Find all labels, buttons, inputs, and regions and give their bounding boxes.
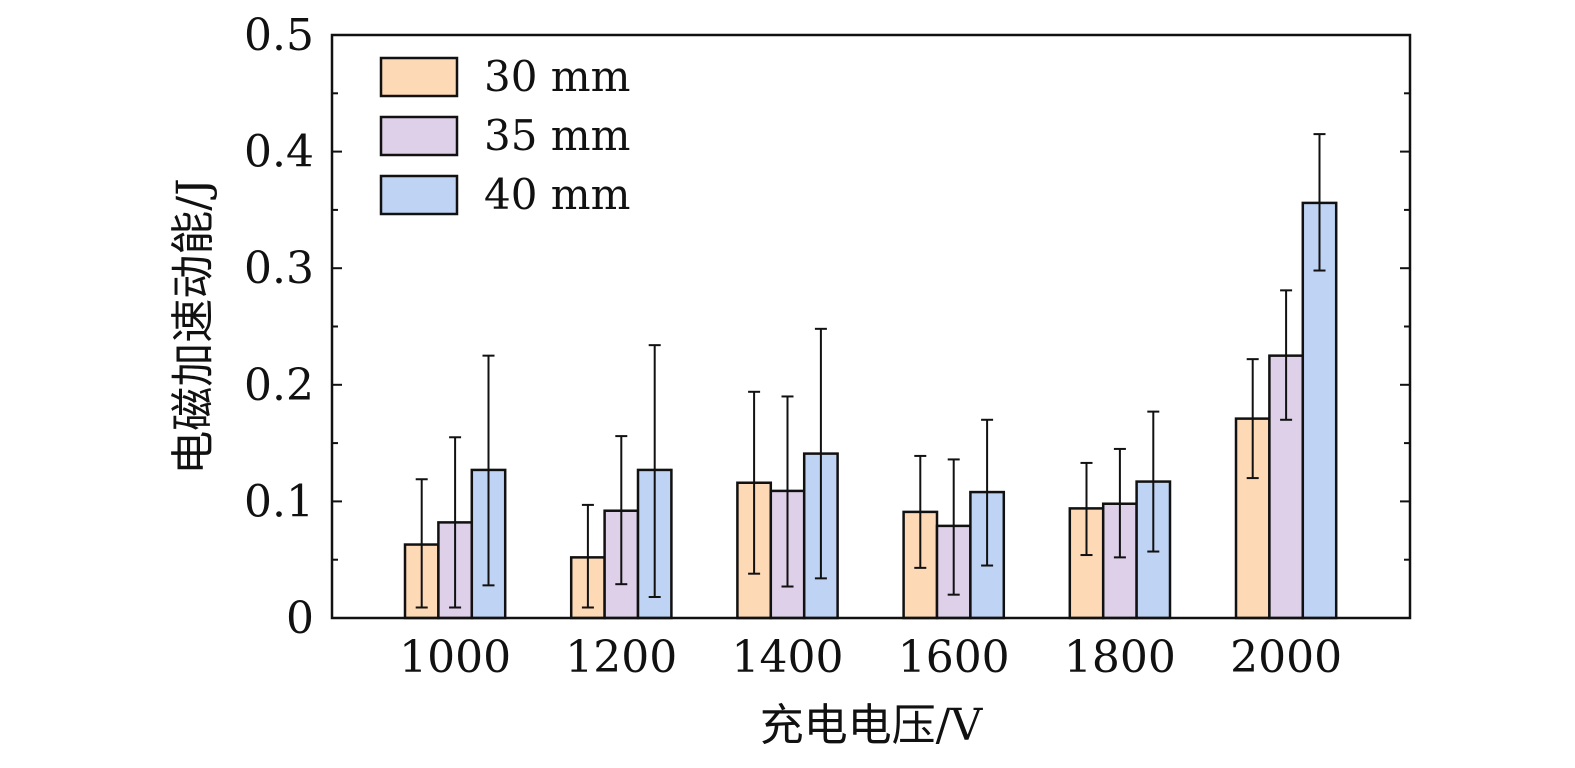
x-tick-label: 1800: [1064, 632, 1176, 683]
x-tick-label: 1600: [898, 632, 1010, 683]
y-tick-label: 0.4: [244, 127, 314, 178]
bars-layer: [403, 201, 1338, 620]
y-tick-label: 0.5: [244, 10, 314, 61]
x-axis-ticks: 1000 1200 1400 1600 1800 2000: [399, 632, 1342, 683]
legend-label: 30 mm: [484, 52, 630, 101]
legend: 30 mm 35 mm 40 mm: [379, 52, 630, 219]
x-tick-label: 1200: [565, 632, 677, 683]
x-tick-label: 2000: [1230, 632, 1342, 683]
bar-35mm-2000: [1268, 354, 1305, 620]
legend-swatch-40mm: [379, 174, 459, 216]
legend-swatch-30mm: [379, 56, 459, 98]
legend-label: 40 mm: [484, 170, 630, 219]
legend-swatch-35mm: [379, 115, 459, 157]
bar-40mm-2000: [1301, 201, 1338, 620]
y-tick-label: 0: [286, 593, 314, 644]
y-tick-label: 0.2: [244, 360, 314, 411]
x-axis-title: 充电电压/V: [760, 700, 984, 751]
x-tick-label: 1000: [399, 632, 511, 683]
error-bars-layer: [415, 133, 1326, 609]
y-axis-title: 电磁加速动能/J: [168, 178, 219, 474]
x-tick-label: 1400: [732, 632, 844, 683]
legend-label: 35 mm: [484, 111, 630, 160]
y-axis-ticks: 0 0.1 0.2 0.3 0.4 0.5: [244, 10, 1410, 644]
y-tick-label: 0.3: [244, 243, 314, 294]
y-tick-label: 0.1: [244, 476, 314, 527]
